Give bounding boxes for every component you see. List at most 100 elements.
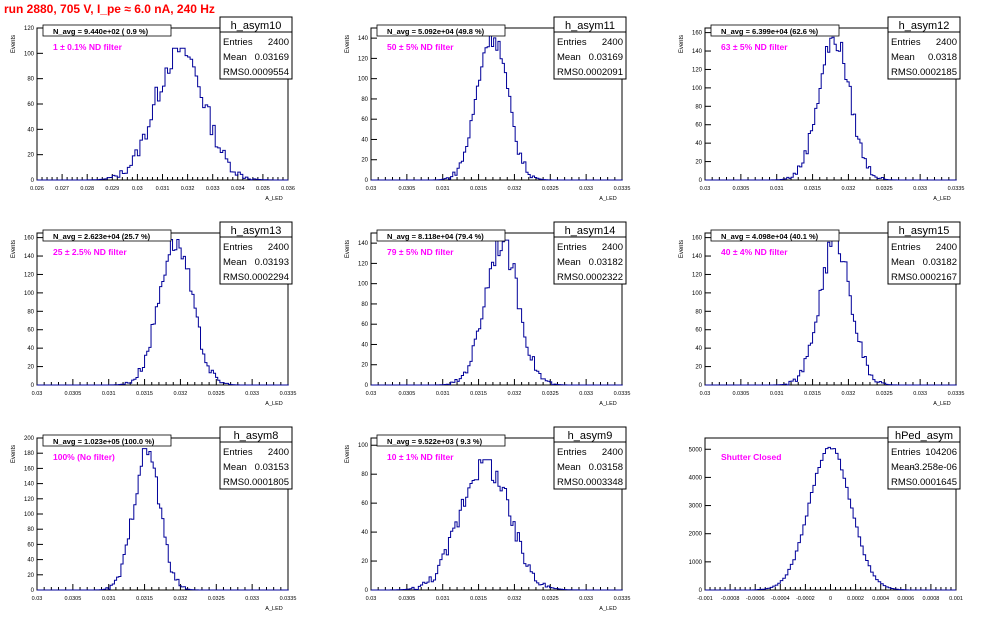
histogram-panel-h_asym13: 0.03 0.0305 0.031 0.0315 0.032 0.0325 0.033 0.0… <box>11 221 296 407</box>
y-tick-label: 100 <box>358 443 369 449</box>
x-tick-label: 0.03 <box>366 186 377 192</box>
stats-label: Entries <box>557 447 587 458</box>
stats-label: Entries <box>891 447 921 458</box>
stats-label: Entries <box>223 447 253 458</box>
stats-label: RMS <box>891 477 912 488</box>
x-axis-title: A_LED <box>599 401 616 407</box>
x-axis-title: A_LED <box>933 401 950 407</box>
x-tick-label: 0.031 <box>156 186 170 192</box>
y-tick-label: 2000 <box>689 532 703 538</box>
y-tick-label: 40 <box>695 346 702 352</box>
y-tick-label: 140 <box>692 254 703 260</box>
stats-label: Entries <box>557 242 587 253</box>
y-tick-label: 60 <box>695 328 702 334</box>
y-tick-label: 0 <box>31 588 35 594</box>
stats-value: 0.0002185 <box>912 67 957 78</box>
x-tick-label: 0.031 <box>770 391 784 397</box>
stats-value: 0.03182 <box>589 257 623 268</box>
x-tick-label: -0.0006 <box>746 596 765 602</box>
x-tick-label: 0.033 <box>206 186 220 192</box>
x-axis-title: A_LED <box>933 196 950 202</box>
x-tick-label: 0.032 <box>181 186 195 192</box>
x-tick-label: 0.0305 <box>64 596 81 602</box>
x-tick-label: 0.032 <box>174 596 188 602</box>
histogram-name: h_asym15 <box>899 225 950 237</box>
navg-label: N_avg = 9.522e+03 ( 9.3 %) <box>387 437 483 446</box>
y-tick-label: 40 <box>361 530 368 536</box>
x-tick-label: 0.0325 <box>542 596 559 602</box>
y-tick-label: 80 <box>27 527 34 533</box>
y-axis-title: Events <box>11 35 17 53</box>
stats-label: Entries <box>891 37 921 48</box>
x-tick-label: 0.0315 <box>470 596 487 602</box>
y-tick-label: 80 <box>27 77 34 83</box>
histogram-panel-h_asym8: 0.03 0.0305 0.031 0.0315 0.032 0.0325 0.033 0.0… <box>11 426 297 612</box>
histogram-panel-h_asym10: 0.026 0.027 0.028 0.029 0.03 0.031 0.032 0.033 0… <box>11 16 295 202</box>
run-title: run 2880, 705 V, I_pe ≈ 6.0 nA, 240 Hz <box>4 2 215 16</box>
stats-value: 0.0002167 <box>912 272 957 283</box>
y-tick-label: 160 <box>24 466 35 472</box>
x-tick-label: 0.0305 <box>398 391 415 397</box>
stats-box-frame <box>553 221 627 285</box>
x-tick-label: 0.0325 <box>542 391 559 397</box>
x-tick-label: 0.031 <box>770 186 784 192</box>
x-tick-label: 0.0315 <box>804 391 821 397</box>
stats-box-frame <box>887 426 961 490</box>
stats-box-frame <box>553 16 627 80</box>
stats-value: 0.03169 <box>255 52 289 63</box>
histogram-line <box>37 448 289 591</box>
histogram-name: h_asym10 <box>231 20 282 32</box>
y-tick-label: 120 <box>24 272 35 278</box>
filter-label: 40 ± 4% ND filter <box>721 247 788 257</box>
histogram-panel-hPed_asym: -0.001 -0.0008 -0.0006 -0.0004 -0.0002 0 0.000… <box>689 426 963 602</box>
y-tick-label: 5000 <box>689 447 703 453</box>
x-tick-label: 0.031 <box>436 391 450 397</box>
stats-box: h_asym11 Entries 2400 Mean 0.03169 RMS 0.00020… <box>553 16 627 80</box>
x-tick-label: 0.036 <box>281 186 295 192</box>
histogram-panel-h_asym11: 0.03 0.0305 0.031 0.0315 0.032 0.0325 0.033 0.0… <box>345 16 631 202</box>
y-tick-label: 20 <box>27 365 34 371</box>
x-tick-label: 0.0335 <box>948 186 965 192</box>
x-axis-title: A_LED <box>599 606 616 612</box>
stats-value: 0.0003348 <box>578 477 623 488</box>
navg-label: N_avg = 8.118e+04 (79.4 %) <box>387 232 484 241</box>
x-tick-label: 0.0325 <box>208 391 225 397</box>
y-tick-label: 120 <box>692 67 703 73</box>
navg-box <box>376 229 506 242</box>
stats-value: 0.0002294 <box>244 272 289 283</box>
stats-box: h_asym10 Entries 2400 Mean 0.03169 RMS 0.00095… <box>219 16 293 80</box>
y-tick-label: 40 <box>695 141 702 147</box>
x-axis-title: A_LED <box>599 196 616 202</box>
stats-box-frame <box>553 426 627 490</box>
x-tick-label: 0.0335 <box>614 186 631 192</box>
y-tick-label: 0 <box>31 383 35 389</box>
navg-label: N_avg = 4.098e+04 (40.1 %) <box>721 232 819 241</box>
stats-box: h_asym8 Entries 2400 Mean 0.03153 RMS 0.000180… <box>219 426 293 490</box>
stats-box-frame <box>219 221 293 285</box>
y-tick-label: 60 <box>27 102 34 108</box>
x-tick-label: 0.0335 <box>280 596 297 602</box>
stats-box: h_asym13 Entries 2400 Mean 0.03193 RMS 0.00022… <box>219 221 293 285</box>
y-tick-label: 3000 <box>689 504 703 510</box>
x-tick-label: 0.032 <box>508 391 522 397</box>
y-tick-label: 60 <box>27 328 34 334</box>
y-tick-label: 4000 <box>689 475 703 481</box>
stats-box-frame <box>219 426 293 490</box>
x-tick-label: 0.031 <box>436 596 450 602</box>
x-tick-label: 0.033 <box>579 186 593 192</box>
x-tick-label: 0.032 <box>842 186 856 192</box>
stats-label: RMS <box>891 67 912 78</box>
filter-label: 1 ± 0.1% ND filter <box>53 42 123 52</box>
x-tick-label: -0.0008 <box>721 596 740 602</box>
y-axis-title: Events <box>345 445 351 463</box>
y-tick-label: 20 <box>695 160 702 166</box>
y-tick-label: 1000 <box>689 560 703 566</box>
navg-label: N_avg = 5.092e+04 (49.8 %) <box>387 27 485 36</box>
y-axis-title: Events <box>11 445 17 463</box>
x-tick-label: 0.032 <box>508 186 522 192</box>
y-axis-title: Events <box>11 240 17 258</box>
x-tick-label: 0.031 <box>102 391 116 397</box>
y-tick-label: 160 <box>692 31 703 37</box>
stats-label: RMS <box>223 67 244 78</box>
